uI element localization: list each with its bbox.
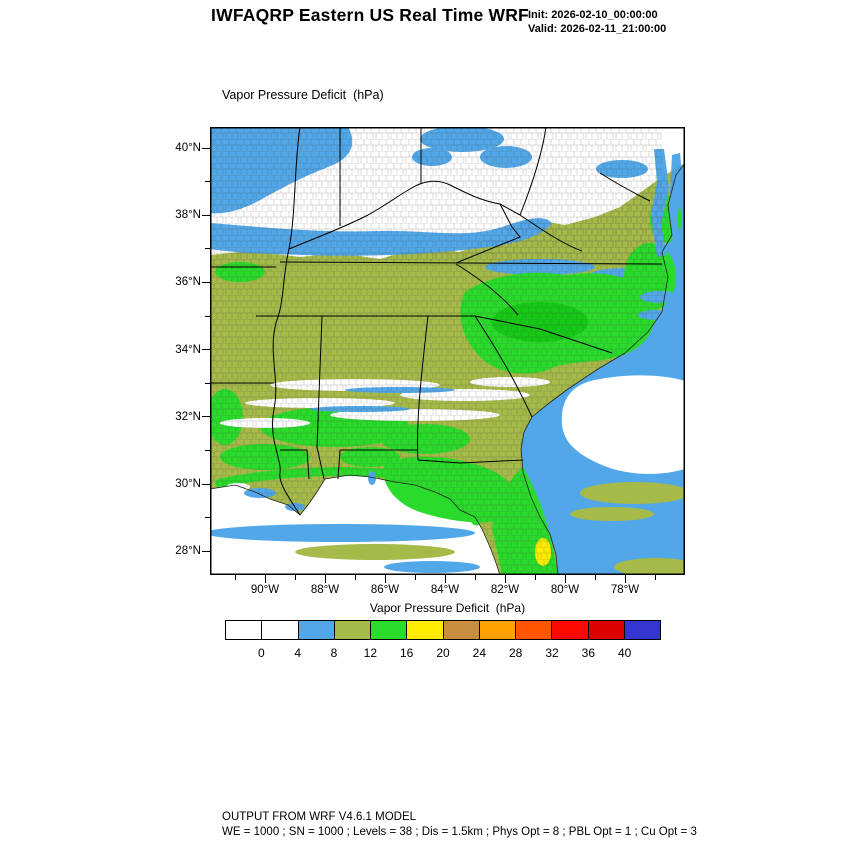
colorbar-cell [478, 620, 516, 640]
footer: OUTPUT FROM WRF V4.6.1 MODEL WE = 1000 ;… [222, 810, 697, 839]
map-canvas [210, 127, 685, 575]
colorbar-cell [406, 620, 444, 640]
colorbar-tick-label: 16 [399, 646, 414, 660]
colorbar-tick-label: 24 [472, 646, 487, 660]
lon-minor-tick [234, 575, 236, 580]
lon-major-tick [324, 575, 326, 583]
lon-minor-tick [354, 575, 356, 580]
county-texture [210, 127, 685, 575]
colorbar [225, 620, 661, 640]
colorbar-tick-label: 8 [330, 646, 338, 660]
colorbar-tick-label: 40 [617, 646, 632, 660]
valid-time-label: Valid: 2026-02-11_21:00:00 [528, 23, 667, 35]
coastline [210, 162, 685, 575]
colorbar-cell [333, 620, 371, 640]
map-border [210, 127, 685, 575]
lat-minor-tick [205, 315, 210, 317]
lon-tick-label: 90°W [250, 584, 280, 596]
lon-tick-label: 84°W [430, 584, 460, 596]
colorbar-tick-label: 28 [508, 646, 523, 660]
lat-tick-label: 32°N [175, 410, 201, 423]
lon-major-tick [444, 575, 446, 583]
footer-line2: WE = 1000 ; SN = 1000 ; Levels = 38 ; Di… [222, 825, 697, 838]
lon-major-tick [624, 575, 626, 583]
footer-line1: OUTPUT FROM WRF V4.6.1 MODEL [222, 811, 417, 823]
colorbar-cell [623, 620, 661, 640]
lat-minor-tick [205, 449, 210, 451]
lat-major-tick [202, 416, 210, 418]
colorbar-cell [225, 620, 263, 640]
lat-tick-label: 40°N [175, 142, 201, 154]
colorbar-tick-label: 20 [436, 646, 450, 660]
lon-minor-tick [594, 575, 596, 580]
colorbar-ticks: 0 4 8 12 16 20 24 28 32 36 40 [225, 646, 661, 662]
colorbar-cell [370, 620, 408, 640]
lon-tick-label: 86°W [370, 584, 400, 596]
colorbar-tick-label: 12 [363, 646, 378, 660]
init-time-label: Init: 2026-02-10_00:00:00 [528, 9, 658, 21]
lat-major-tick [202, 281, 210, 283]
colorbar-tick-label: 36 [581, 646, 596, 660]
lon-minor-tick [414, 575, 416, 580]
lat-major-tick [202, 147, 210, 149]
lat-major-tick [202, 349, 210, 351]
colorbar-tick-label: 32 [545, 646, 559, 660]
lon-tick-label: 80°W [550, 584, 580, 596]
colorbar-cell [515, 620, 553, 640]
lat-minor-tick [205, 517, 210, 519]
run-info: Init: 2026-02-10_00:00:00 Valid: 2026-02… [528, 8, 666, 36]
colorbar-tick-label: 4 [294, 646, 301, 660]
lat-major-tick [202, 483, 210, 485]
colorbar-label: Vapor Pressure Deficit (hPa) [369, 601, 526, 615]
colorbar-cell [261, 620, 299, 640]
lon-minor-tick [534, 575, 536, 580]
lon-tick-label: 88°W [310, 584, 340, 596]
lat-tick-label: 36°N [175, 276, 201, 289]
lat-major-tick [202, 550, 210, 552]
lat-minor-tick [205, 382, 210, 384]
lat-tick-label: 30°N [175, 478, 201, 490]
state-borders [210, 127, 663, 516]
lat-tick-label: 34°N [175, 343, 201, 356]
ocean-detail [210, 375, 685, 575]
lat-minor-tick [205, 248, 210, 250]
lon-tick-label: 78°W [610, 584, 640, 596]
colorbar-cell [551, 620, 589, 640]
lon-tick-label: 82°W [490, 584, 520, 596]
map-frame [210, 127, 685, 575]
lat-major-tick [202, 214, 210, 216]
lon-minor-tick [474, 575, 476, 580]
lon-major-tick [504, 575, 506, 583]
lat-tick-label: 38°N [175, 209, 201, 222]
colorbar-cell [442, 620, 480, 640]
lon-major-tick [264, 575, 266, 583]
lon-major-tick [564, 575, 566, 583]
colorbar-cell [297, 620, 335, 640]
lon-minor-tick [654, 575, 656, 580]
plot-title: IWFAQRP Eastern US Real Time WRF [211, 5, 529, 25]
lon-minor-tick [294, 575, 296, 580]
lon-major-tick [384, 575, 386, 583]
field-label: Vapor Pressure Deficit (hPa) [222, 88, 384, 102]
colorbar-tick-label: 0 [257, 646, 265, 660]
lat-minor-tick [205, 181, 210, 183]
colorbar-cell [587, 620, 625, 640]
lat-tick-label: 28°N [175, 545, 201, 558]
